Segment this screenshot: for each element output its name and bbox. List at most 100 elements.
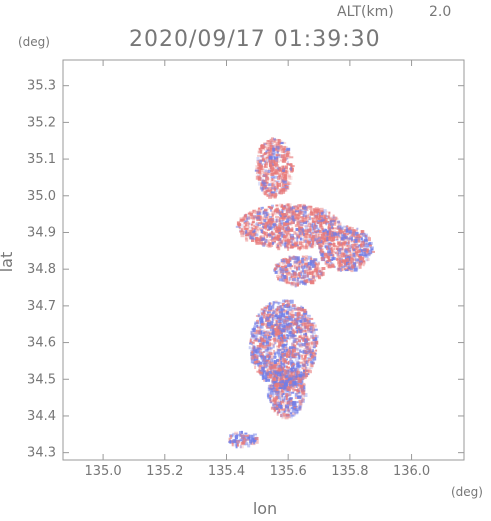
- heatmap-cell: [347, 240, 350, 245]
- heatmap-cell: [269, 399, 274, 403]
- heatmap-cell: [327, 264, 332, 269]
- heatmap-cell: [301, 367, 304, 370]
- heatmap-cell: [344, 236, 348, 240]
- heatmap-cell: [294, 321, 299, 326]
- heatmap-cell: [313, 230, 318, 233]
- heatmap-cell: [277, 304, 281, 307]
- heatmap-cell: [308, 278, 313, 282]
- heatmap-cell: [309, 328, 313, 333]
- heatmap-cell: [310, 236, 314, 241]
- heatmap-cell: [343, 241, 347, 244]
- heatmap-cell: [250, 347, 253, 351]
- heatmap-cell: [263, 364, 268, 369]
- heatmap-cell: [270, 147, 273, 151]
- heatmap-cell: [280, 360, 283, 364]
- heatmap-cell: [359, 261, 361, 266]
- heatmap-cell: [273, 356, 277, 359]
- heatmap-cell: [330, 246, 333, 251]
- heatmap-cell: [342, 225, 347, 228]
- heatmap-cell: [277, 277, 280, 281]
- heatmap-cell: [263, 339, 266, 343]
- heatmap-cell: [262, 158, 265, 162]
- heatmap-cell: [321, 272, 324, 277]
- heatmap-cell: [286, 334, 289, 336]
- heatmap-cell: [322, 214, 325, 218]
- heatmap-cell: [251, 223, 255, 228]
- heatmap-cell: [294, 305, 297, 310]
- heatmap-cell: [279, 390, 284, 395]
- heatmap-cell: [244, 224, 247, 227]
- heatmap-cell: [286, 373, 289, 378]
- heatmap-cell: [256, 370, 260, 373]
- heatmap-cell: [295, 205, 298, 209]
- heatmap-cell: [283, 235, 287, 238]
- heatmap-cell: [306, 320, 311, 325]
- heatmap-cell: [361, 251, 366, 256]
- heatmap-cell: [301, 308, 305, 312]
- heatmap-cell: [266, 225, 269, 229]
- heatmap-cell: [263, 332, 266, 334]
- heatmap-cell: [286, 303, 289, 306]
- heatmap-cell: [284, 241, 289, 244]
- heatmap-cell: [286, 323, 290, 326]
- heatmap-cell: [312, 279, 317, 282]
- heatmap-cell: [260, 316, 263, 319]
- heatmap-cell: [344, 255, 349, 260]
- heatmap-cell: [283, 387, 288, 390]
- heatmap-cell: [262, 371, 265, 375]
- heatmap-cell: [301, 335, 304, 338]
- heatmap-cell: [276, 315, 279, 320]
- heatmap-cell: [350, 257, 353, 262]
- heatmap-cell: [268, 359, 272, 364]
- heatmap-cell: [263, 351, 266, 353]
- heatmap-cell: [296, 266, 299, 271]
- heatmap-cell: [261, 216, 265, 221]
- heatmap-cell: [275, 321, 278, 326]
- heatmap-cell: [340, 237, 344, 241]
- heatmap-cell: [361, 233, 366, 236]
- heatmap-cell: [312, 227, 316, 231]
- heatmap-cell: [277, 316, 281, 319]
- heatmap-cell: [266, 182, 269, 184]
- heatmap-cell: [363, 248, 367, 253]
- heatmap-cell: [256, 325, 259, 328]
- heatmap-cell: [285, 348, 288, 352]
- heatmap-cell: [269, 361, 274, 365]
- heatmap-cell: [304, 230, 309, 233]
- heatmap-cell: [337, 242, 340, 245]
- heatmap-cell: [303, 308, 307, 313]
- heatmap-cell: [295, 218, 298, 221]
- heatmap-cell: [280, 321, 285, 325]
- heatmap-cell: [275, 154, 278, 157]
- heatmap-cell: [299, 237, 304, 241]
- heatmap-cell: [260, 166, 264, 171]
- heatmap-cell: [301, 210, 304, 213]
- heatmap-cell: [292, 255, 297, 260]
- heatmap-cell: [369, 246, 374, 251]
- heatmap-cell: [278, 278, 283, 282]
- heatmap-cell: [310, 244, 314, 249]
- heatmap-cell: [260, 149, 263, 154]
- heatmap-cell: [263, 185, 267, 189]
- heatmap-cell: [306, 279, 309, 284]
- heatmap-cell: [244, 222, 248, 225]
- heatmap-cell: [318, 212, 321, 216]
- heatmap-cell: [320, 253, 324, 257]
- heatmap-cell: [263, 179, 268, 183]
- heatmap-cell: [264, 378, 267, 382]
- heatmap-cell: [303, 360, 306, 362]
- heatmap-cell: [293, 237, 296, 240]
- heatmap-cell: [284, 230, 287, 233]
- heatmap-cell: [277, 350, 281, 354]
- heatmap-cell: [345, 266, 349, 269]
- heatmap-cell: [347, 262, 350, 266]
- heatmap-cell: [312, 356, 317, 361]
- heatmap-cell: [288, 414, 291, 419]
- heatmap-cell: [262, 346, 266, 350]
- heatmap-cell: [291, 384, 294, 387]
- heatmap-cell: [317, 236, 322, 240]
- heatmap-cell: [234, 436, 237, 439]
- heatmap-cell: [349, 236, 354, 241]
- heatmap-cell: [292, 389, 295, 393]
- heatmap-cell: [263, 345, 268, 349]
